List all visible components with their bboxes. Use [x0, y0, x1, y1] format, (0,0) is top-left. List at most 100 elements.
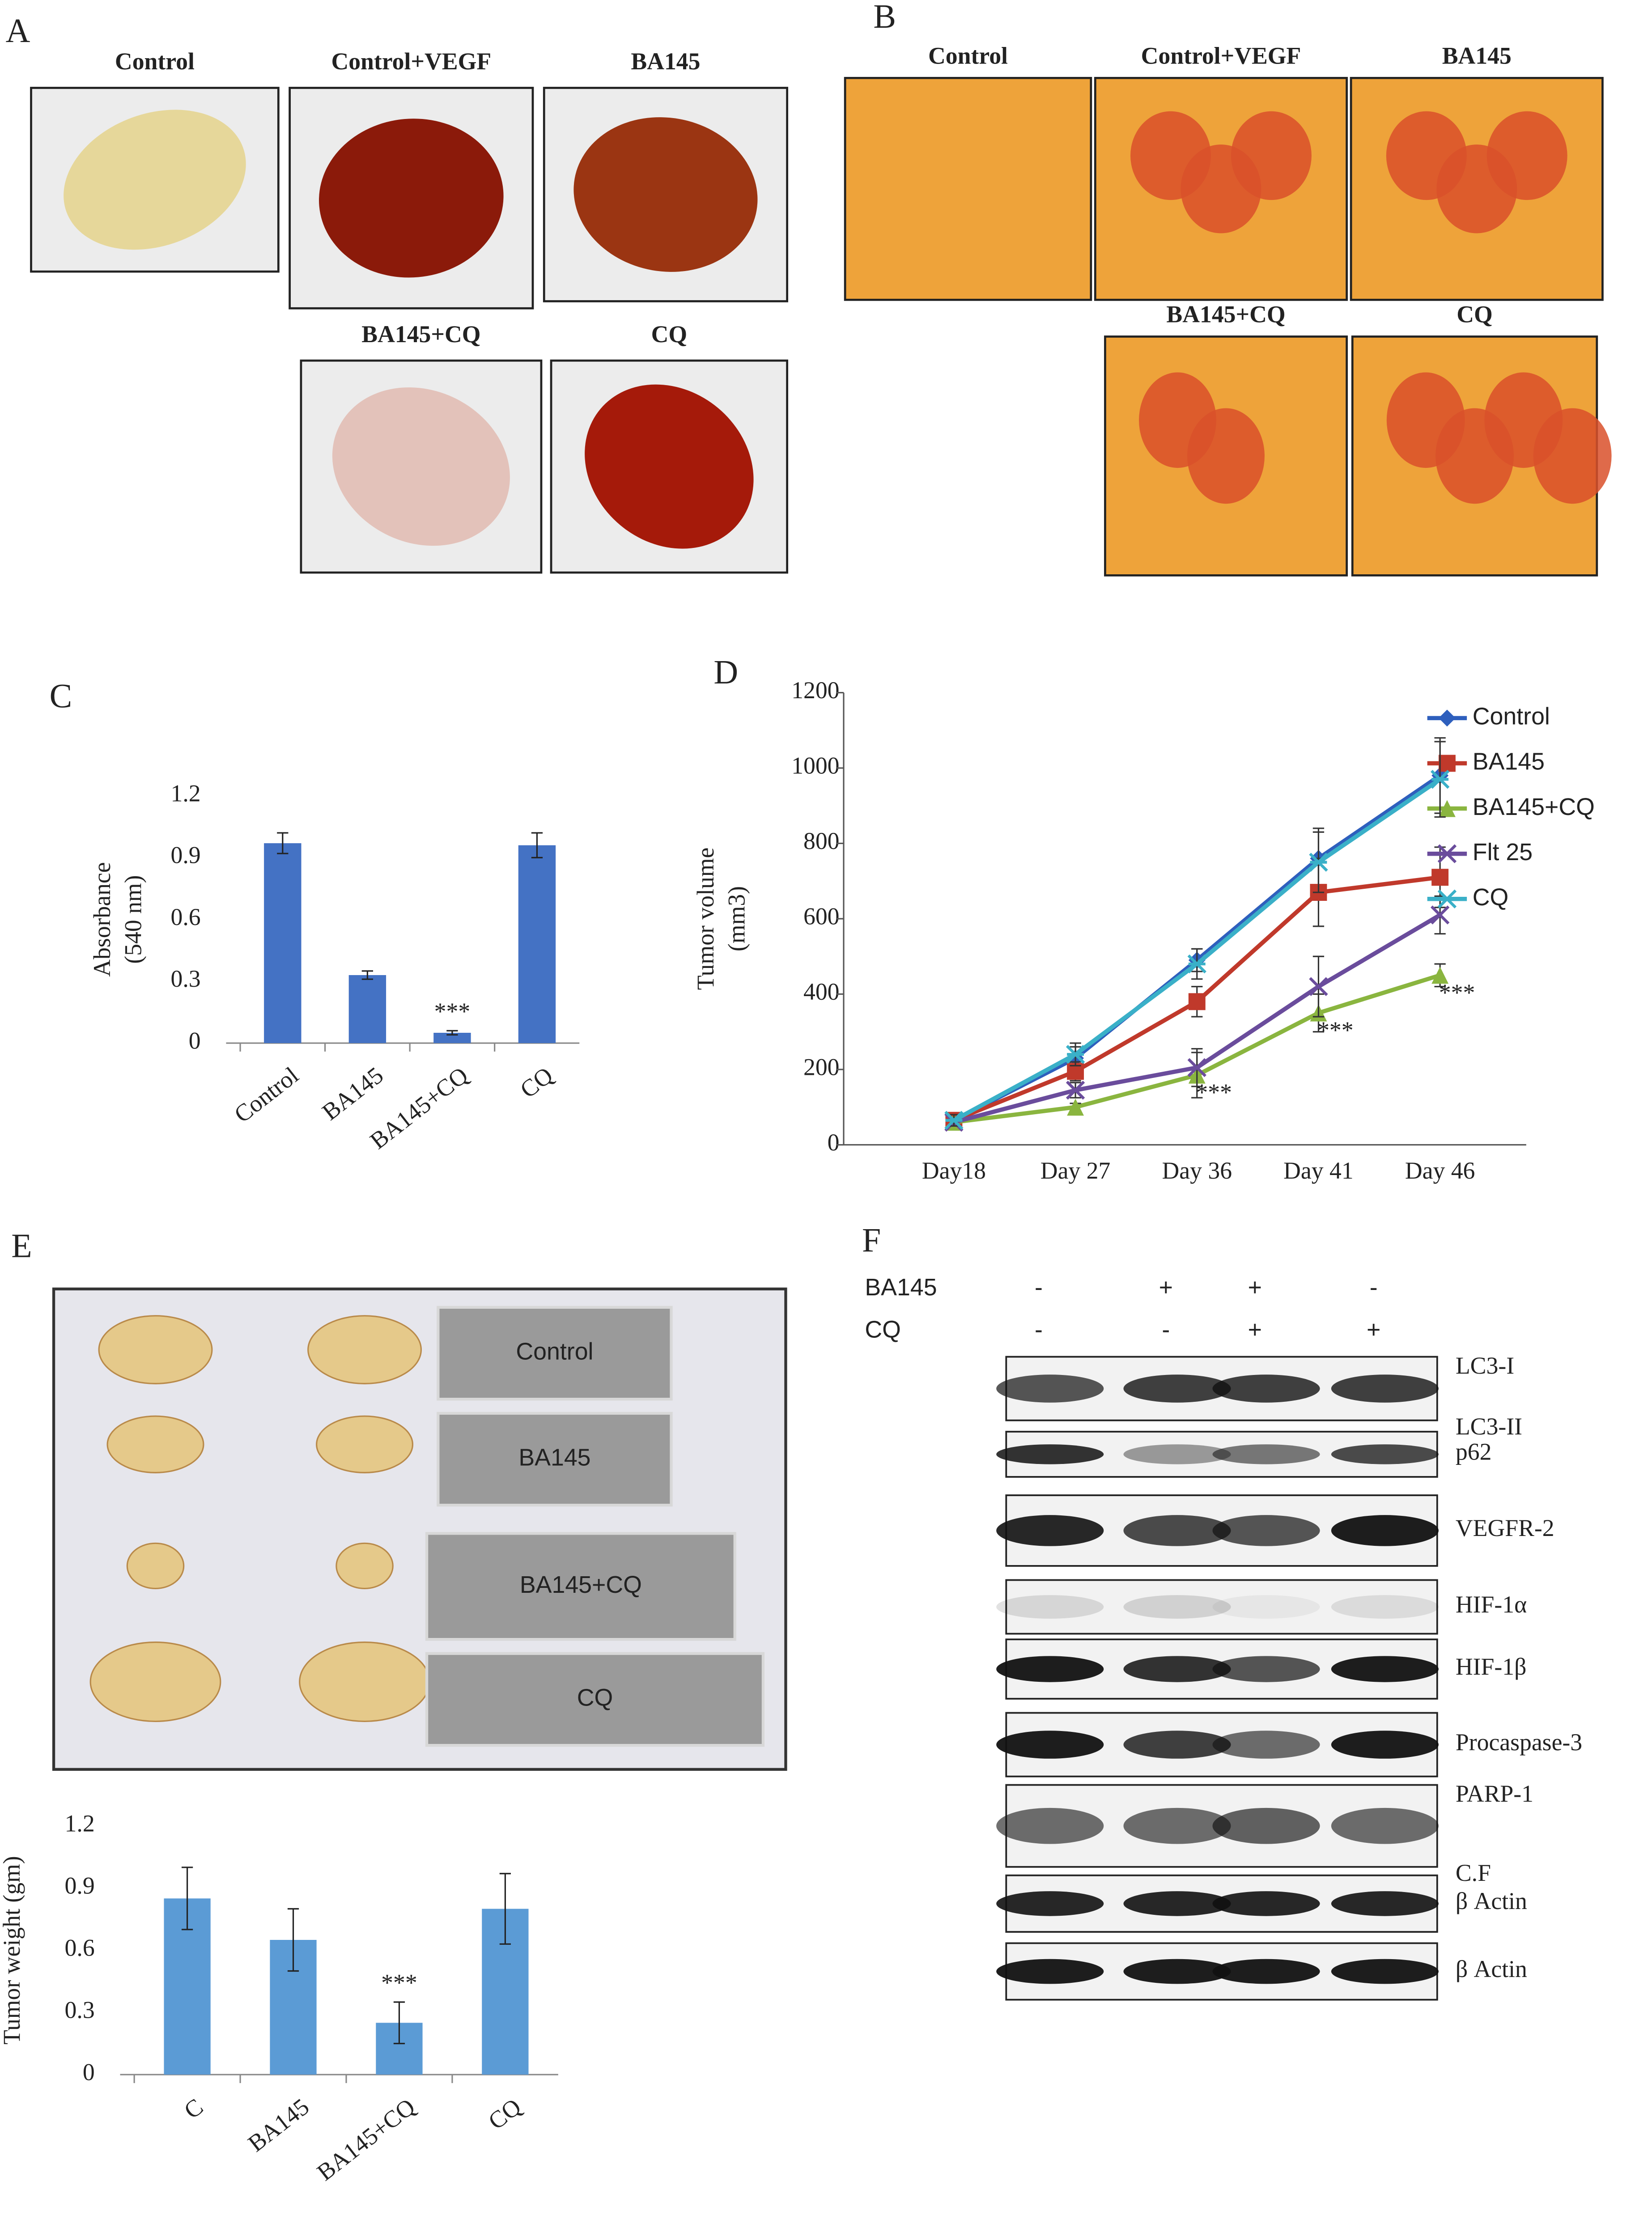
band: [1331, 1731, 1439, 1759]
y-tick-label: 0.9: [65, 1872, 95, 1899]
blot-label: C.F: [1456, 1859, 1491, 1886]
blot-label: PARP-1: [1456, 1780, 1533, 1807]
treatment-sign: +: [1367, 1316, 1380, 1343]
annotation: ***: [1196, 1079, 1232, 1106]
x-tick-label: Control: [229, 1061, 303, 1128]
y-tick-label: 0.9: [170, 842, 200, 869]
panel-label: C: [50, 678, 72, 715]
blot-label: p62: [1456, 1438, 1492, 1465]
x-tick-label: Day18: [922, 1157, 986, 1184]
band: [1331, 1656, 1439, 1682]
band: [996, 1807, 1104, 1844]
micrograph: [844, 76, 1092, 301]
band: [1212, 1807, 1320, 1844]
marker: [1309, 977, 1328, 996]
bar: [348, 975, 386, 1044]
marker: [1430, 770, 1450, 789]
y-tick-label: 1.2: [170, 780, 200, 807]
error-bar: [499, 1873, 511, 1945]
x-tick-label: Day 36: [1162, 1157, 1232, 1184]
band: [1331, 1595, 1439, 1619]
blot-label: VEGFR-2: [1456, 1515, 1554, 1541]
treatment-name: BA145: [865, 1274, 937, 1301]
x-tick-label: Day 41: [1283, 1157, 1354, 1184]
band: [1123, 1595, 1231, 1619]
cell-cluster: [1533, 408, 1612, 504]
y-tick-label: 1000: [791, 752, 839, 779]
micrograph-caption: BA145: [1442, 42, 1512, 69]
y-tick-label: 1200: [791, 677, 839, 704]
x-tick-label: C: [179, 2093, 208, 2124]
tumor: [299, 1641, 430, 1722]
band: [996, 1515, 1104, 1546]
marker: [1067, 1099, 1084, 1116]
band: [1212, 1444, 1320, 1464]
marker: [1431, 869, 1449, 886]
panel-label: D: [713, 653, 738, 691]
band: [1123, 1375, 1231, 1403]
treatment-sign: -: [1162, 1316, 1170, 1343]
y-axis-title: Tumor weight (gm): [0, 1856, 25, 2045]
y-tick-label: 600: [803, 903, 840, 929]
band: [1331, 1375, 1439, 1403]
y-axis-title: (mm3): [723, 886, 750, 951]
card-label: BA145: [518, 1444, 590, 1471]
error-bar: [393, 2001, 405, 2045]
band: [1123, 1444, 1231, 1464]
panel-label: F: [862, 1222, 881, 1259]
legend-label: CQ: [1473, 884, 1509, 911]
marker: [944, 1111, 964, 1130]
band: [1331, 1515, 1439, 1546]
legend-label: BA145: [1473, 748, 1545, 775]
x-tick-label: Day 27: [1040, 1157, 1111, 1184]
micrograph-caption: CQ: [1457, 301, 1493, 328]
blot: [1005, 1579, 1438, 1635]
band: [996, 1959, 1104, 1984]
tissue: [585, 384, 754, 549]
y-tick-label: 400: [803, 978, 840, 1005]
tumor: [98, 1315, 213, 1384]
treatment-sign: +: [1248, 1274, 1262, 1301]
photo-caption: BA145: [631, 48, 700, 75]
y-tick-label: 0: [189, 1027, 201, 1054]
cell-cluster: [1187, 408, 1265, 504]
marker: [1438, 755, 1456, 772]
x-tick-label: CQ: [515, 1061, 558, 1103]
legend-label: BA145+CQ: [1473, 793, 1595, 820]
micrograph-caption: BA145+CQ: [1166, 301, 1285, 328]
y-tick-label: 800: [803, 827, 840, 854]
tumor: [307, 1315, 422, 1384]
y-tick-label: 0.3: [170, 965, 200, 992]
tissue: [573, 117, 758, 272]
tumor: [316, 1415, 414, 1473]
annotation: ***: [381, 1969, 417, 1996]
treatment-name: CQ: [865, 1316, 901, 1343]
y-tick-label: 0.6: [65, 1934, 95, 1961]
micrograph-caption: Control+VEGF: [1141, 42, 1301, 69]
x-tick-label: BA145: [317, 1061, 388, 1125]
x-tick-label: Day 46: [1405, 1157, 1475, 1184]
marker: [1066, 1081, 1085, 1100]
marker: [1437, 844, 1457, 863]
x-tick-label: CQ: [483, 2093, 526, 2135]
band: [996, 1891, 1104, 1916]
error-bar: [446, 1030, 458, 1036]
marker: [1438, 800, 1456, 817]
band: [1331, 1444, 1439, 1464]
cell-cluster: [1486, 111, 1567, 200]
band: [1331, 1891, 1439, 1916]
treatment-sign: -: [1035, 1274, 1043, 1301]
card-label: Control: [516, 1338, 593, 1365]
tumor: [89, 1641, 221, 1722]
card-label: BA145+CQ: [520, 1571, 642, 1598]
y-tick-label: 0: [828, 1129, 840, 1156]
label-card: [425, 1652, 765, 1747]
annotation: ***: [1439, 979, 1475, 1006]
marker: [1187, 1058, 1206, 1077]
bar: [433, 1032, 471, 1044]
panel-label: E: [11, 1227, 32, 1265]
tumor: [106, 1415, 204, 1473]
tissue: [332, 387, 510, 546]
error-bar: [361, 970, 374, 980]
marker: [1438, 709, 1456, 727]
